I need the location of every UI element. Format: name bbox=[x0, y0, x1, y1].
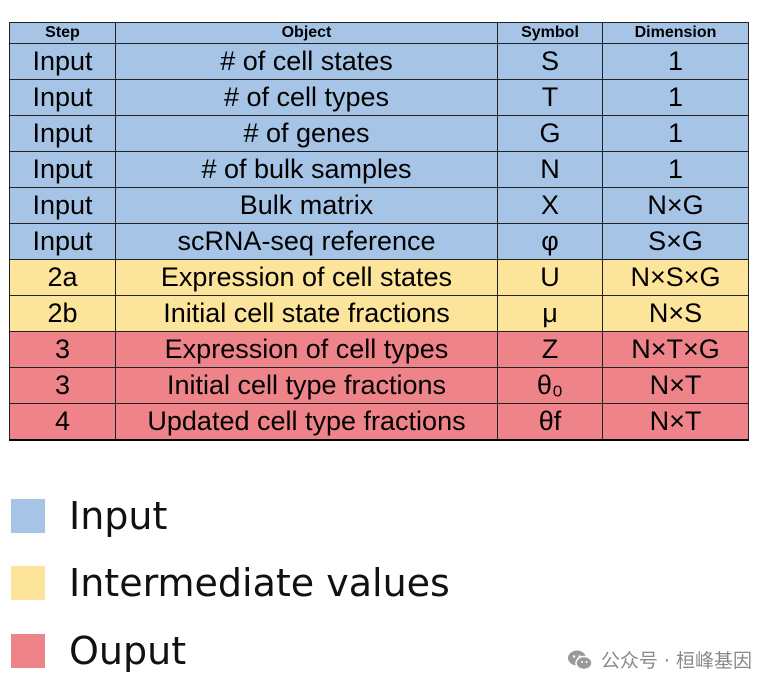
dimension-cell: 1 bbox=[602, 43, 749, 80]
dimension-cell: 1 bbox=[602, 151, 749, 188]
object-cell: # of cell types bbox=[115, 79, 498, 116]
dimension-cell: S×G bbox=[602, 223, 749, 260]
table-row: 3 Initial cell type fractions θ₀ N×T bbox=[9, 367, 749, 404]
object-cell: # of cell states bbox=[115, 43, 498, 80]
step-cell: 3 bbox=[9, 331, 116, 368]
step-cell: 2b bbox=[9, 295, 116, 332]
column-header-object: Object bbox=[115, 22, 498, 44]
table-row: Input Bulk matrix X N×G bbox=[9, 187, 749, 224]
object-cell: Initial cell state fractions bbox=[115, 295, 498, 332]
step-cell: Input bbox=[9, 115, 116, 152]
dimension-cell: N×T bbox=[602, 367, 749, 404]
object-cell: scRNA-seq reference bbox=[115, 223, 498, 260]
dimension-cell: 1 bbox=[602, 79, 749, 116]
symbol-cell: U bbox=[497, 259, 603, 296]
symbol-cell: Z bbox=[497, 331, 603, 368]
legend-swatch-intermediate bbox=[11, 566, 45, 600]
step-cell: 2a bbox=[9, 259, 116, 296]
table-row: 4 Updated cell type fractions θf N×T bbox=[9, 403, 749, 441]
table-row: Input scRNA-seq reference φ S×G bbox=[9, 223, 749, 260]
legend-item-output: Ouput bbox=[11, 629, 187, 673]
dimension-cell: N×S bbox=[602, 295, 749, 332]
data-table: Step Object Symbol Dimension Input # of c… bbox=[9, 22, 749, 441]
symbol-cell: θf bbox=[497, 403, 603, 441]
table-row: Input # of bulk samples N 1 bbox=[9, 151, 749, 188]
step-cell: Input bbox=[9, 43, 116, 80]
table-row: 3 Expression of cell types Z N×T×G bbox=[9, 331, 749, 368]
dimension-cell: 1 bbox=[602, 115, 749, 152]
symbol-cell: μ bbox=[497, 295, 603, 332]
legend-swatch-input bbox=[11, 499, 45, 533]
step-cell: Input bbox=[9, 79, 116, 116]
object-cell: Bulk matrix bbox=[115, 187, 498, 224]
legend-item-intermediate: Intermediate values bbox=[11, 561, 450, 605]
table-row: 2b Initial cell state fractions μ N×S bbox=[9, 295, 749, 332]
object-cell: Expression of cell states bbox=[115, 259, 498, 296]
symbol-cell: N bbox=[497, 151, 603, 188]
column-header-step: Step bbox=[9, 22, 116, 44]
step-cell: Input bbox=[9, 223, 116, 260]
step-cell: 3 bbox=[9, 367, 116, 404]
object-cell: Updated cell type fractions bbox=[115, 403, 498, 441]
object-cell: # of bulk samples bbox=[115, 151, 498, 188]
legend-label-output: Ouput bbox=[69, 629, 187, 673]
legend-item-input: Input bbox=[11, 494, 168, 538]
symbol-cell: T bbox=[497, 79, 603, 116]
table-row: Input # of genes G 1 bbox=[9, 115, 749, 152]
legend-swatch-output bbox=[11, 634, 45, 668]
table-row: Input # of cell types T 1 bbox=[9, 79, 749, 116]
symbol-cell: φ bbox=[497, 223, 603, 260]
object-cell: # of genes bbox=[115, 115, 498, 152]
object-cell: Expression of cell types bbox=[115, 331, 498, 368]
watermark: 公众号 · 桓峰基因 bbox=[567, 646, 752, 673]
legend-label-intermediate: Intermediate values bbox=[69, 561, 450, 605]
step-cell: Input bbox=[9, 151, 116, 188]
wechat-icon bbox=[567, 650, 593, 670]
table-row: Input # of cell states S 1 bbox=[9, 43, 749, 80]
dimension-cell: N×S×G bbox=[602, 259, 749, 296]
legend-label-input: Input bbox=[69, 494, 168, 538]
step-cell: Input bbox=[9, 187, 116, 224]
dimension-cell: N×G bbox=[602, 187, 749, 224]
watermark-text: 公众号 · 桓峰基因 bbox=[600, 650, 752, 672]
dimension-cell: N×T bbox=[602, 403, 749, 441]
table-body: Input # of cell states S 1 Input # of cell ty… bbox=[9, 43, 749, 441]
object-cell: Initial cell type fractions bbox=[115, 367, 498, 404]
column-header-dimension: Dimension bbox=[602, 22, 749, 44]
table-header-row: Step Object Symbol Dimension bbox=[9, 22, 749, 44]
dimension-cell: N×T×G bbox=[602, 331, 749, 368]
symbol-cell: X bbox=[497, 187, 603, 224]
table-row: 2a Expression of cell states U N×S×G bbox=[9, 259, 749, 296]
symbol-cell: θ₀ bbox=[497, 367, 603, 404]
symbol-cell: G bbox=[497, 115, 603, 152]
data-table-container: Step Object Symbol Dimension Input # of c… bbox=[9, 22, 749, 441]
symbol-cell: S bbox=[497, 43, 603, 80]
step-cell: 4 bbox=[9, 403, 116, 441]
column-header-symbol: Symbol bbox=[497, 22, 603, 44]
